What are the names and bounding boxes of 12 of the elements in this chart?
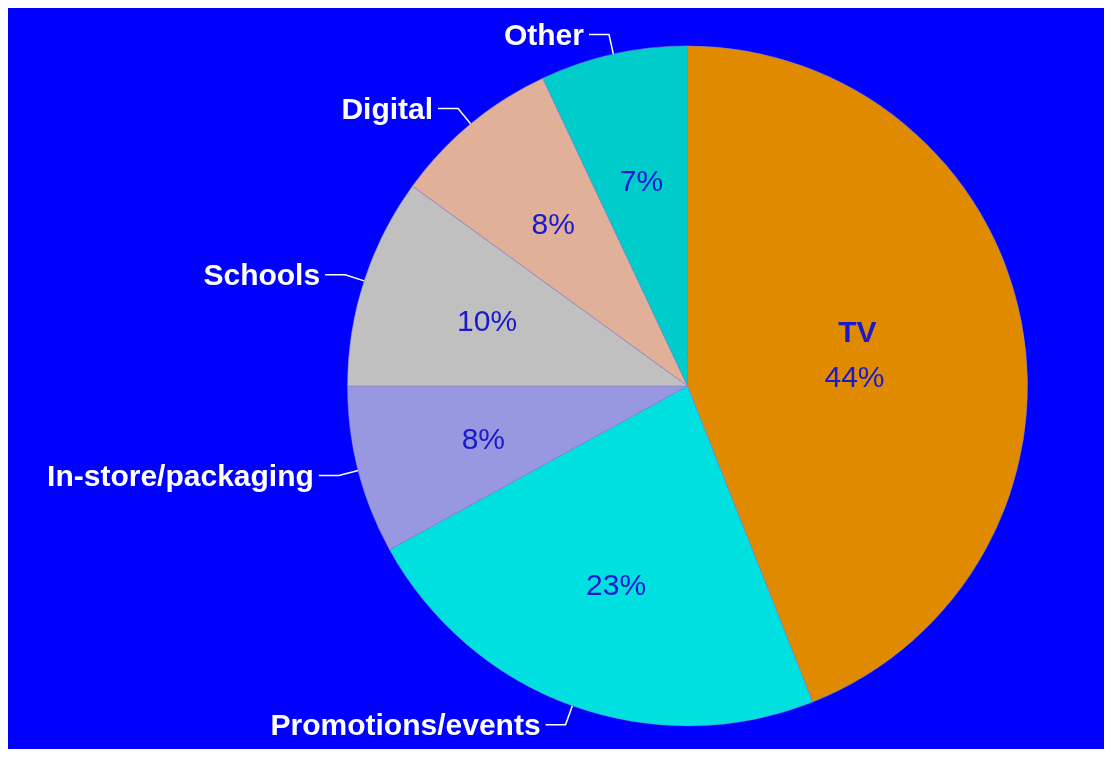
data-label: 8% (531, 206, 575, 240)
slice-label: Digital (341, 92, 434, 126)
data-label: 23% (586, 567, 647, 601)
data-label: 44% (824, 359, 885, 393)
data-label: 10% (457, 304, 518, 338)
data-label: 7% (619, 163, 664, 197)
slice-label: TV (838, 314, 877, 348)
data-label: 8% (461, 421, 506, 455)
slice-label: Promotions/events (270, 708, 541, 742)
slice-label: Other (503, 18, 585, 52)
slice-label: In-store/packaging (47, 458, 314, 492)
slice-label: Schools (203, 258, 321, 292)
